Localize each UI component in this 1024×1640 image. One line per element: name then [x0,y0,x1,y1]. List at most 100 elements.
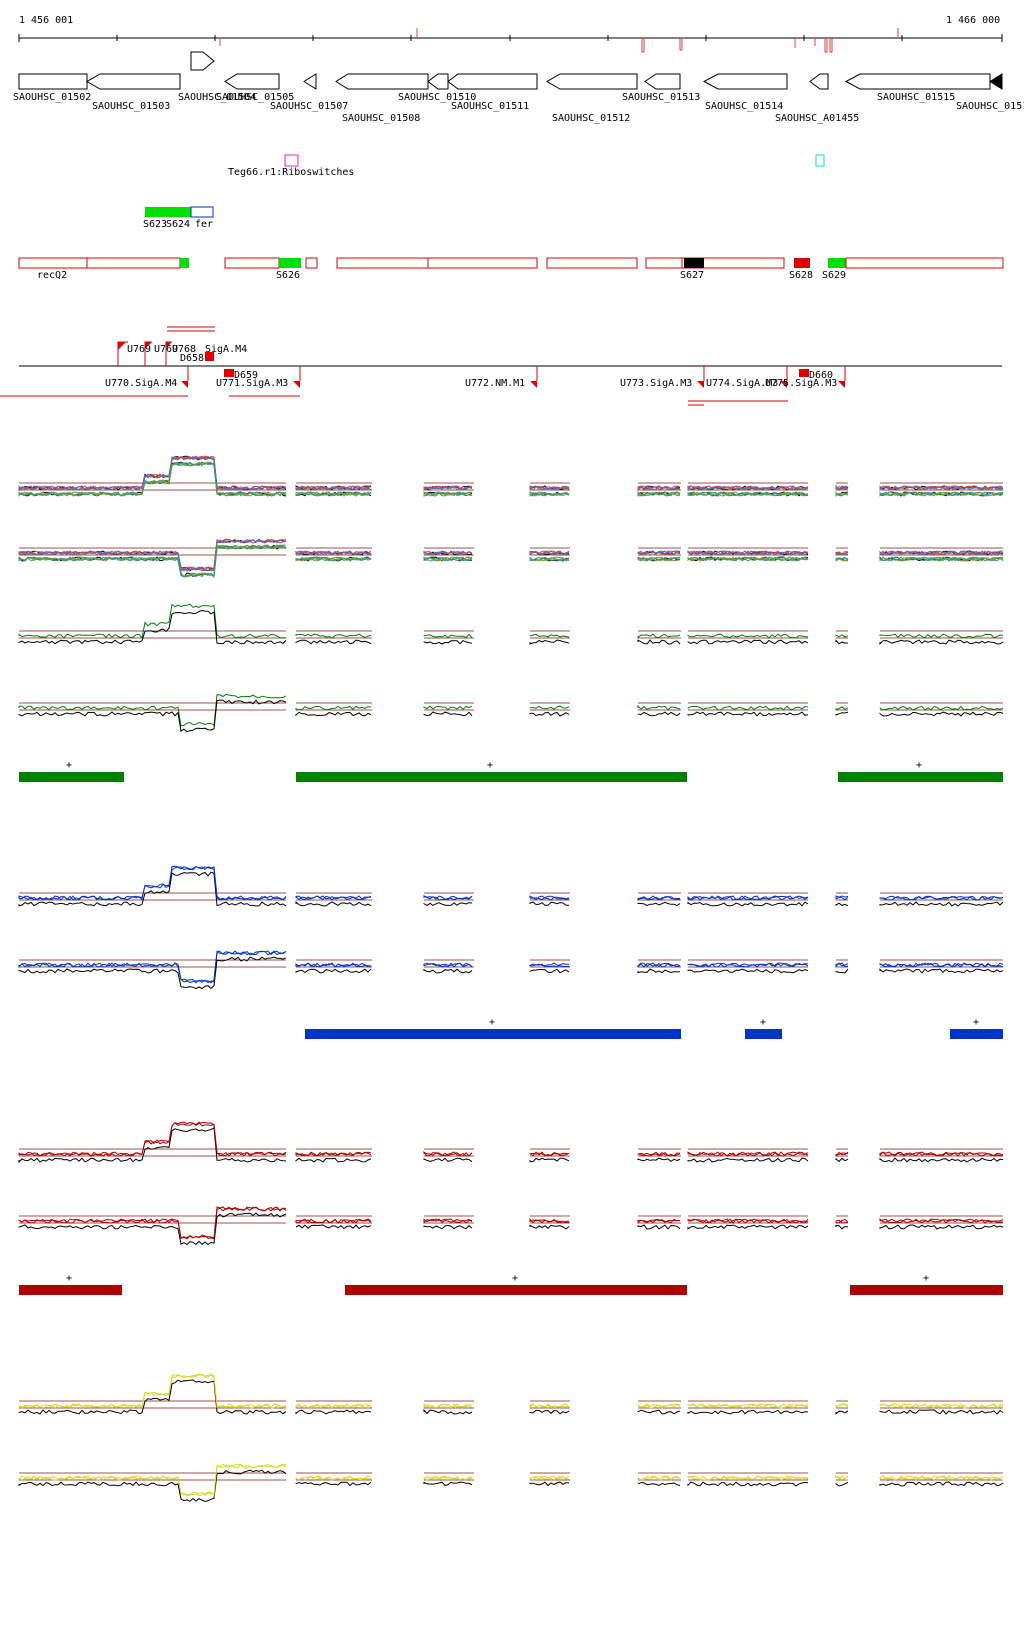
expression-line [835,968,849,974]
riboswitch-track: Teg66.r1:Riboswitches [228,154,825,178]
small-feature-track: S623 S624 fer [143,206,214,230]
expression-line [529,1217,570,1224]
expression-line [529,962,570,967]
expression-line [637,1482,681,1487]
promoter-label: SigA.M4 [205,344,247,355]
expression-line [835,1475,849,1481]
expression-line [879,705,1004,711]
expression-line [423,1481,473,1486]
expression-line [295,711,372,717]
expression-line [687,556,809,562]
expression-line [879,485,1004,491]
gene-arrow [18,73,88,90]
gene-arrow [844,73,991,90]
expression-line [529,901,569,906]
strand-mark: + [66,1273,72,1284]
expression-line [295,1475,372,1481]
expression-line [879,1151,1003,1157]
gene-label: SAOUHSC_01515 [877,92,955,103]
gene-label: SAOUHSC_A01455 [775,113,859,124]
expression-line [529,1152,569,1156]
expression-line [879,485,1004,491]
expression-line [423,968,473,974]
expression-line [637,485,681,491]
expression-line [18,538,287,572]
gene-label: SAOUHSC_01514 [705,101,783,112]
expression-line [687,1475,809,1481]
expression-line [423,711,473,717]
promoter-label: D659 [234,370,258,381]
expression-line [423,492,473,497]
strand-mark: + [512,1273,518,1284]
promoter-label: U772.NM.M1 [465,378,525,389]
expression-line [835,639,849,645]
expression-line [687,968,809,974]
promoter-label: U773.SigA.M3 [620,378,692,389]
expression-line [18,1121,287,1157]
expression-line [295,705,372,711]
expression-line [835,634,849,638]
expression-line [687,1218,809,1224]
expression-line [879,550,1004,557]
feature-label: S624 [166,219,190,230]
promoter-label: U774.SigA.M3 [706,378,778,389]
expression-line [423,1224,473,1230]
expression-line [835,706,849,711]
region-label: S628 [789,270,813,281]
expression-line [295,962,372,968]
riboswitch-label: Teg66.r1:Riboswitches [228,167,354,178]
expression-line [835,484,849,491]
expression-line [835,1157,849,1163]
expression-line [18,1206,287,1239]
expression-line [637,491,681,497]
expression-line [423,962,473,968]
gene-label: SAOUHSC_01508 [342,113,420,124]
expression-line [835,711,849,716]
expression-line [879,491,1004,497]
expression-line [295,639,372,645]
expression-line [879,1218,1004,1224]
expression-line [529,484,570,491]
expression-line [529,639,570,645]
gene-label: SAOUHSC_0151 [956,101,1024,112]
expression-line [529,1224,570,1230]
expression-line [18,461,287,497]
expression-line [835,895,849,898]
expression-line [637,1475,681,1481]
expression-line [18,699,287,733]
gene-arrow [427,73,449,90]
expression-line [529,491,570,496]
expression-line [423,633,473,639]
strand-mark: + [916,760,922,771]
expression-line [529,1157,570,1163]
expression-line [295,491,372,497]
expression-line [687,1218,809,1224]
expression-line [835,1410,849,1415]
strand-mark: + [66,760,72,771]
gene-arrow [545,73,638,90]
feature-label: fer [195,219,213,230]
gene-arrow [303,73,317,90]
expression-line [879,962,1004,968]
expression-line [529,633,570,638]
expression-line [529,1219,570,1224]
expression-line [529,968,570,974]
coord-end-label: 1 466 000 [946,15,1000,26]
strand-mark: + [487,760,493,771]
strand-mark: + [489,1017,495,1028]
expression-line [18,461,287,497]
gene-label: SAOUHSC_01505 [216,92,294,103]
expression-line [18,461,287,497]
expression-line [835,962,849,968]
expression-line [18,603,287,640]
gene-label: SAOUHSC_01503 [92,101,170,112]
promoter-label: U771.SigA.M3 [216,378,288,389]
expression-line [687,550,809,556]
expression-line [637,556,681,562]
expression-line [879,968,1004,974]
expression-line [18,544,287,578]
expression-line [18,1469,287,1502]
promoter-label: U769 [127,344,151,355]
expression-line [18,866,287,901]
